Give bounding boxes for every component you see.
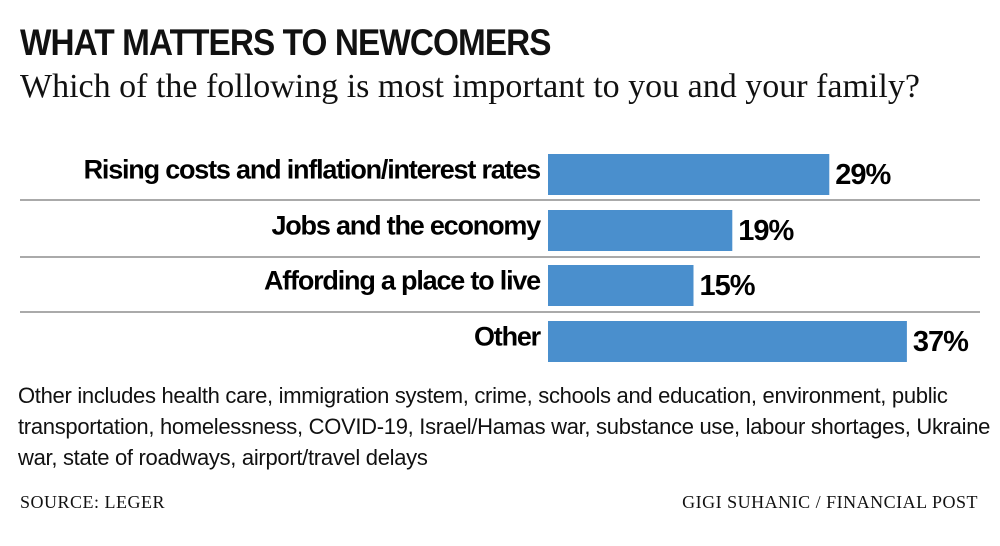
source: SOURCE: LEGER xyxy=(20,492,166,512)
bar xyxy=(548,265,694,306)
value-label: 37% xyxy=(913,326,969,358)
category-label: Jobs and the economy xyxy=(271,211,541,241)
value-label: 15% xyxy=(700,270,756,302)
value-label: 19% xyxy=(738,215,794,247)
bar xyxy=(548,154,830,195)
category-label: Affording a place to live xyxy=(264,266,541,296)
bar xyxy=(548,321,907,362)
category-label: Rising costs and inflation/interest rate… xyxy=(84,155,541,185)
category-label: Other xyxy=(474,322,542,352)
chart-title: WHAT MATTERS TO NEWCOMERS xyxy=(20,22,552,63)
chart: Rising costs and inflation/interest rate… xyxy=(20,154,980,362)
note: Other includes health care, immigration … xyxy=(18,383,991,470)
credit: GIGI SUHANIC / FINANCIAL POST xyxy=(682,492,978,512)
chart-subtitle: Which of the following is most important… xyxy=(20,68,920,105)
value-label: 29% xyxy=(835,159,891,191)
bar xyxy=(548,210,733,251)
